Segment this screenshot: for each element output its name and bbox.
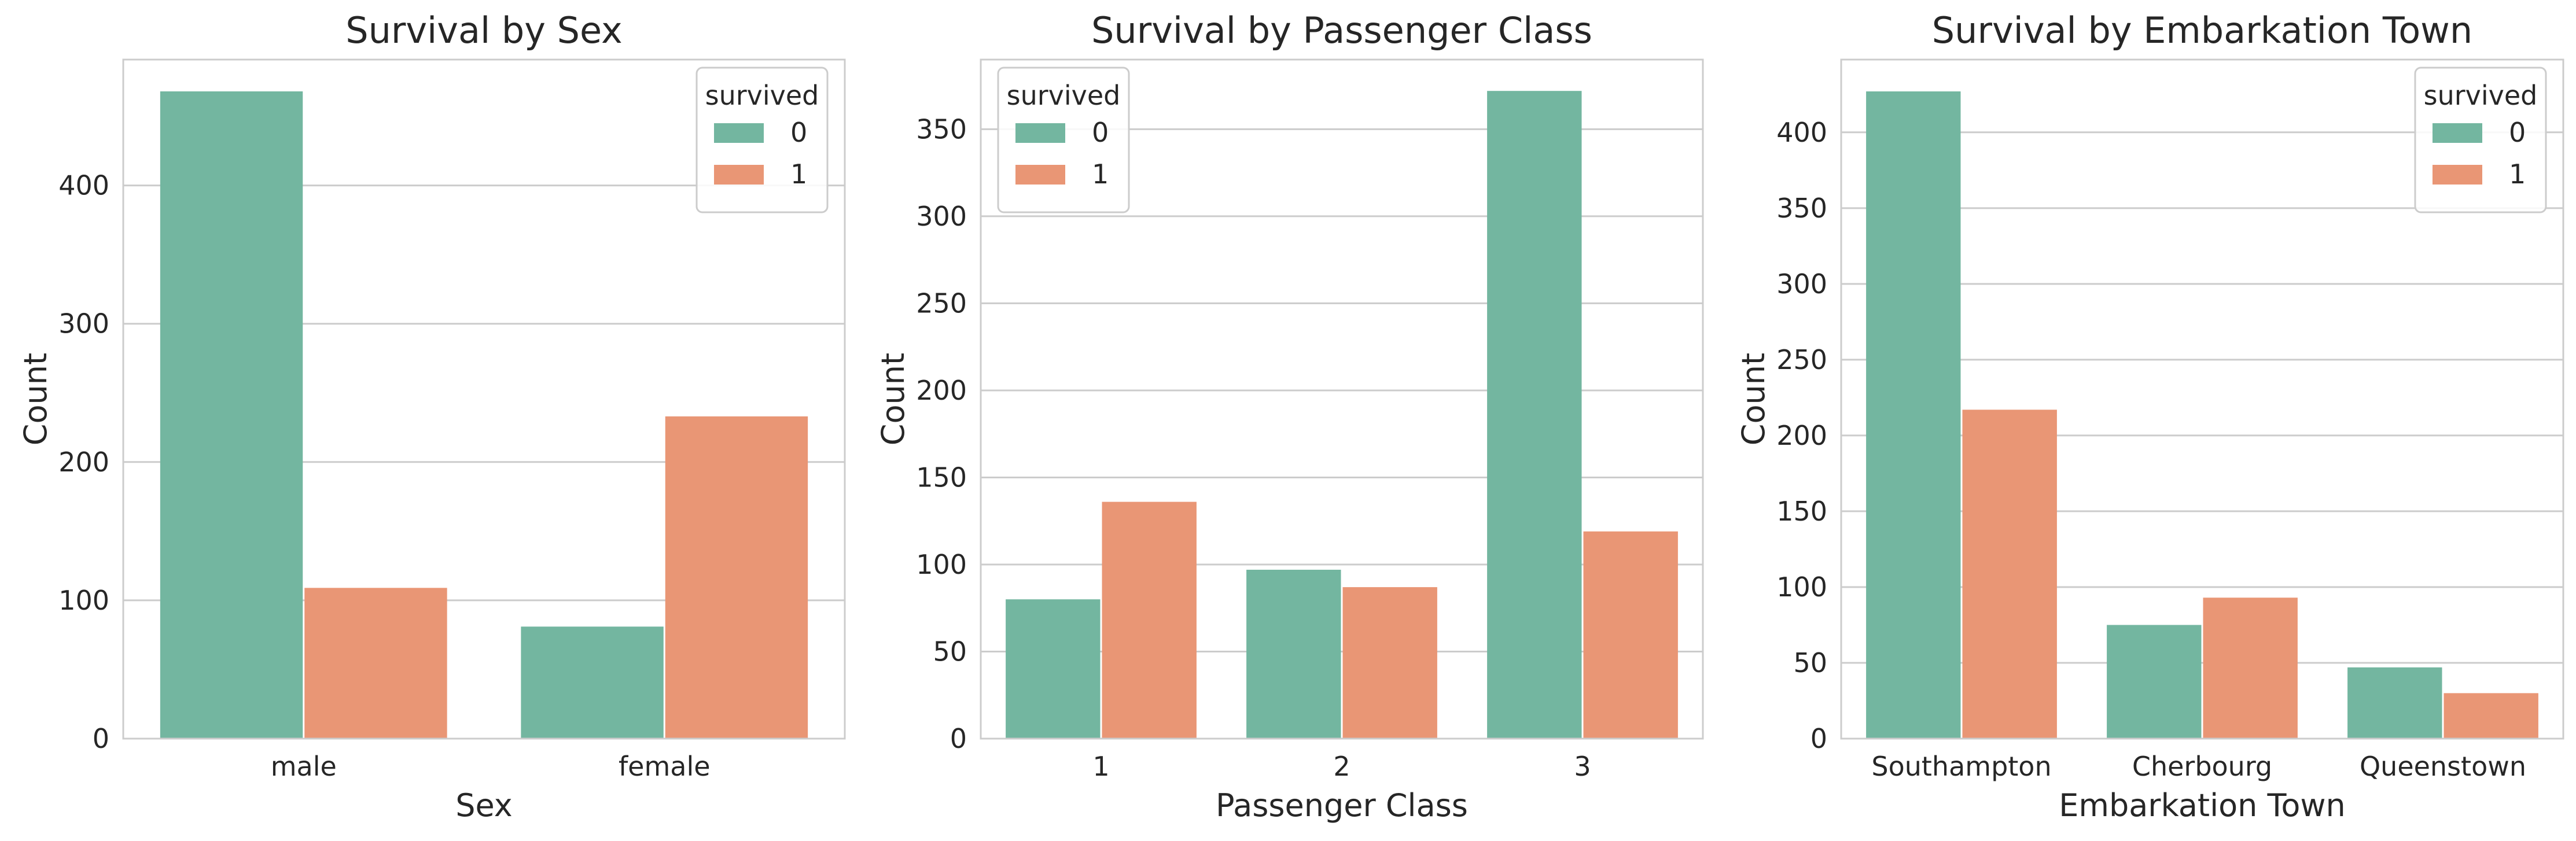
chart-title: Survival by Sex — [345, 9, 623, 51]
x-tick-label: Southampton — [1871, 751, 2051, 782]
x-tick-labels: Southampton Cherbourg Queenstown — [1871, 751, 2526, 782]
y-tick-label: 0 — [93, 723, 109, 754]
y-tick-labels: 0 100 200 300 400 — [58, 170, 109, 754]
bar-3-survived-0 — [1487, 91, 1582, 739]
axes-frame — [980, 58, 1704, 740]
chart-panel-1: 0 100 200 300 400 male female Survival by Sex Se… — [17, 9, 846, 824]
x-tick-label: 3 — [1574, 751, 1591, 782]
bar-cherbourg-survived-0 — [2107, 625, 2202, 739]
y-tick-label: 0 — [1810, 723, 1827, 754]
x-tick-labels: 1 2 3 — [1092, 751, 1591, 782]
x-tick-label: male — [271, 751, 337, 782]
y-tick-label: 50 — [933, 636, 967, 667]
y-tick-label: 100 — [916, 549, 967, 580]
y-tick-label: 300 — [1776, 268, 1827, 300]
y-tick-label: 350 — [1776, 193, 1827, 224]
legend-title: survived — [705, 80, 819, 111]
bar-1-survived-0 — [1006, 599, 1101, 739]
y-tick-label: 50 — [1793, 647, 1827, 678]
y-tick-label: 300 — [58, 308, 109, 340]
x-axis-label: Passenger Class — [1216, 787, 1468, 824]
y-axis-label: Count — [1735, 353, 1772, 445]
y-tick-label: 100 — [58, 585, 109, 616]
legend-label: 0 — [2509, 117, 2526, 148]
axes-frame — [1840, 58, 2564, 740]
chart-title: Survival by Passenger Class — [1091, 9, 1592, 51]
y-tick-label: 150 — [916, 462, 967, 493]
bar-southampton-survived-1 — [1962, 410, 2057, 739]
bar-female-survived-1 — [665, 416, 808, 739]
bar-1-survived-1 — [1102, 501, 1197, 739]
y-tick-label: 350 — [916, 113, 967, 145]
x-axis-label: Embarkation Town — [2059, 787, 2346, 824]
bars — [1866, 91, 2538, 739]
legend-title: survived — [1007, 80, 1121, 111]
chart-panel-2: 0 50 100 150 200 250 300 350 1 2 3 Survival by Pass… — [875, 9, 1704, 824]
y-tick-label: 250 — [916, 287, 967, 319]
y-tick-labels: 0 50 100 150 200 250 300 350 400 — [1776, 117, 1827, 754]
y-tick-label: 150 — [1776, 496, 1827, 527]
legend-label: 0 — [1092, 117, 1109, 148]
x-tick-label: 1 — [1092, 751, 1109, 782]
bar-queenstown-survived-1 — [2443, 693, 2538, 739]
chart-title: Survival by Embarkation Town — [1932, 9, 2472, 51]
x-tick-label: Cherbourg — [2132, 751, 2272, 782]
y-tick-label: 200 — [1776, 420, 1827, 451]
legend-swatch-survived-0 — [1015, 123, 1065, 143]
y-tick-label: 250 — [1776, 344, 1827, 375]
y-tick-label: 0 — [950, 723, 967, 754]
x-axis-label: Sex — [455, 787, 513, 824]
legend-title: survived — [2424, 80, 2538, 111]
legend-swatch-survived-1 — [2433, 165, 2482, 185]
legend-swatch-survived-1 — [714, 165, 764, 185]
bar-cherbourg-survived-1 — [2203, 597, 2298, 739]
x-tick-label: 2 — [1333, 751, 1350, 782]
bar-female-survived-0 — [521, 626, 664, 739]
y-tick-labels: 0 50 100 150 200 250 300 350 — [916, 113, 967, 754]
bar-2-survived-0 — [1246, 570, 1341, 739]
legend-swatch-survived-0 — [2433, 123, 2482, 143]
bar-2-survived-1 — [1342, 587, 1437, 739]
bar-3-survived-1 — [1583, 531, 1678, 739]
y-tick-label: 200 — [58, 447, 109, 478]
chart-panel-3: 0 50 100 150 200 250 300 350 400 Southampton Cherb… — [1735, 9, 2564, 824]
legend-label: 1 — [2509, 158, 2526, 190]
legend: survived 0 1 — [2414, 67, 2547, 213]
y-tick-label: 300 — [916, 201, 967, 232]
legend-swatch-survived-1 — [1015, 165, 1065, 185]
legend: survived 0 1 — [695, 67, 829, 213]
axes-frame — [122, 58, 846, 740]
bar-male-survived-0 — [160, 91, 303, 739]
legend-label: 0 — [790, 117, 807, 148]
x-tick-labels: male female — [271, 751, 711, 782]
legend: survived 0 1 — [997, 67, 1130, 213]
bars — [160, 91, 808, 739]
bars — [1006, 91, 1678, 739]
y-tick-label: 200 — [916, 375, 967, 406]
x-tick-label: female — [619, 751, 711, 782]
legend-swatch-survived-0 — [714, 123, 764, 143]
y-tick-label: 100 — [1776, 571, 1827, 603]
bar-southampton-survived-0 — [1866, 91, 1961, 739]
x-tick-label: Queenstown — [2360, 751, 2526, 782]
bar-queenstown-survived-0 — [2347, 667, 2442, 739]
y-axis-label: Count — [17, 353, 54, 445]
y-tick-label: 400 — [58, 170, 109, 201]
y-tick-label: 400 — [1776, 117, 1827, 148]
legend-label: 1 — [790, 158, 807, 190]
bar-male-survived-1 — [304, 588, 447, 739]
y-axis-label: Count — [875, 353, 911, 445]
legend-label: 1 — [1092, 158, 1109, 190]
